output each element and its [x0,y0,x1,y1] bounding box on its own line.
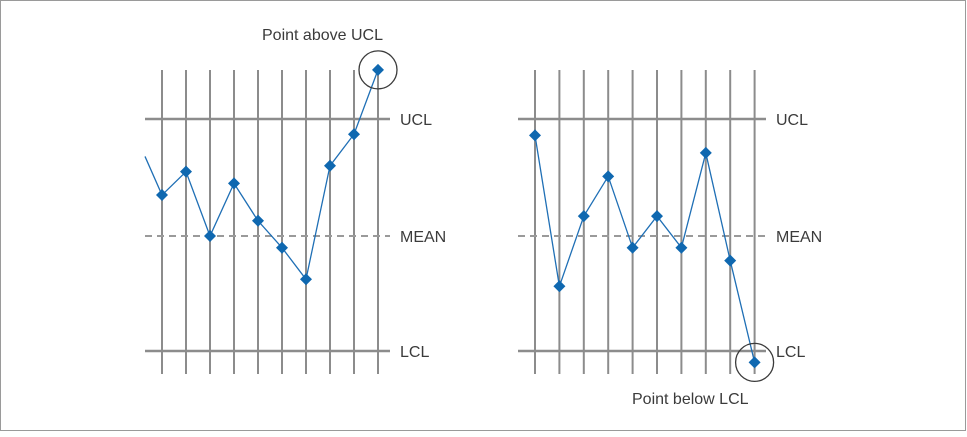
data-point-marker [651,210,663,223]
data-point-marker [276,241,288,254]
data-point-marker [699,146,712,159]
data-point-marker [348,128,360,141]
data-points [529,129,761,369]
data-points [156,63,384,286]
control-chart-above-ucl: UCL MEAN LCL Point above UCL [144,27,446,374]
data-point-marker [748,356,761,369]
control-chart-below-lcl: UCL MEAN LCL Point below LCL [518,70,822,408]
data-point-marker [180,165,192,178]
ucl-label: UCL [400,112,432,129]
lcl-label: LCL [400,344,429,361]
data-point-marker [675,241,688,254]
callout-label: Point below LCL [632,391,749,408]
data-point-marker [602,170,615,183]
data-point-marker [252,214,264,227]
data-point-marker [372,63,384,76]
data-point-marker [324,159,336,172]
data-point-marker [577,210,590,223]
ucl-label: UCL [776,112,808,129]
lcl-label: LCL [776,344,805,361]
data-point-marker [156,189,168,202]
data-point-marker [626,241,639,254]
callout-label: Point above UCL [262,27,383,44]
data-point-marker [300,273,312,286]
series-line [534,135,756,363]
data-point-marker [228,177,240,190]
mean-label: MEAN [776,229,822,246]
data-point-marker [553,280,566,293]
highlight-circle [734,342,775,383]
mean-label: MEAN [400,229,446,246]
data-point-marker [724,254,737,267]
data-point-marker [204,230,216,242]
highlight-circle [358,50,398,90]
data-point-marker [529,129,541,142]
